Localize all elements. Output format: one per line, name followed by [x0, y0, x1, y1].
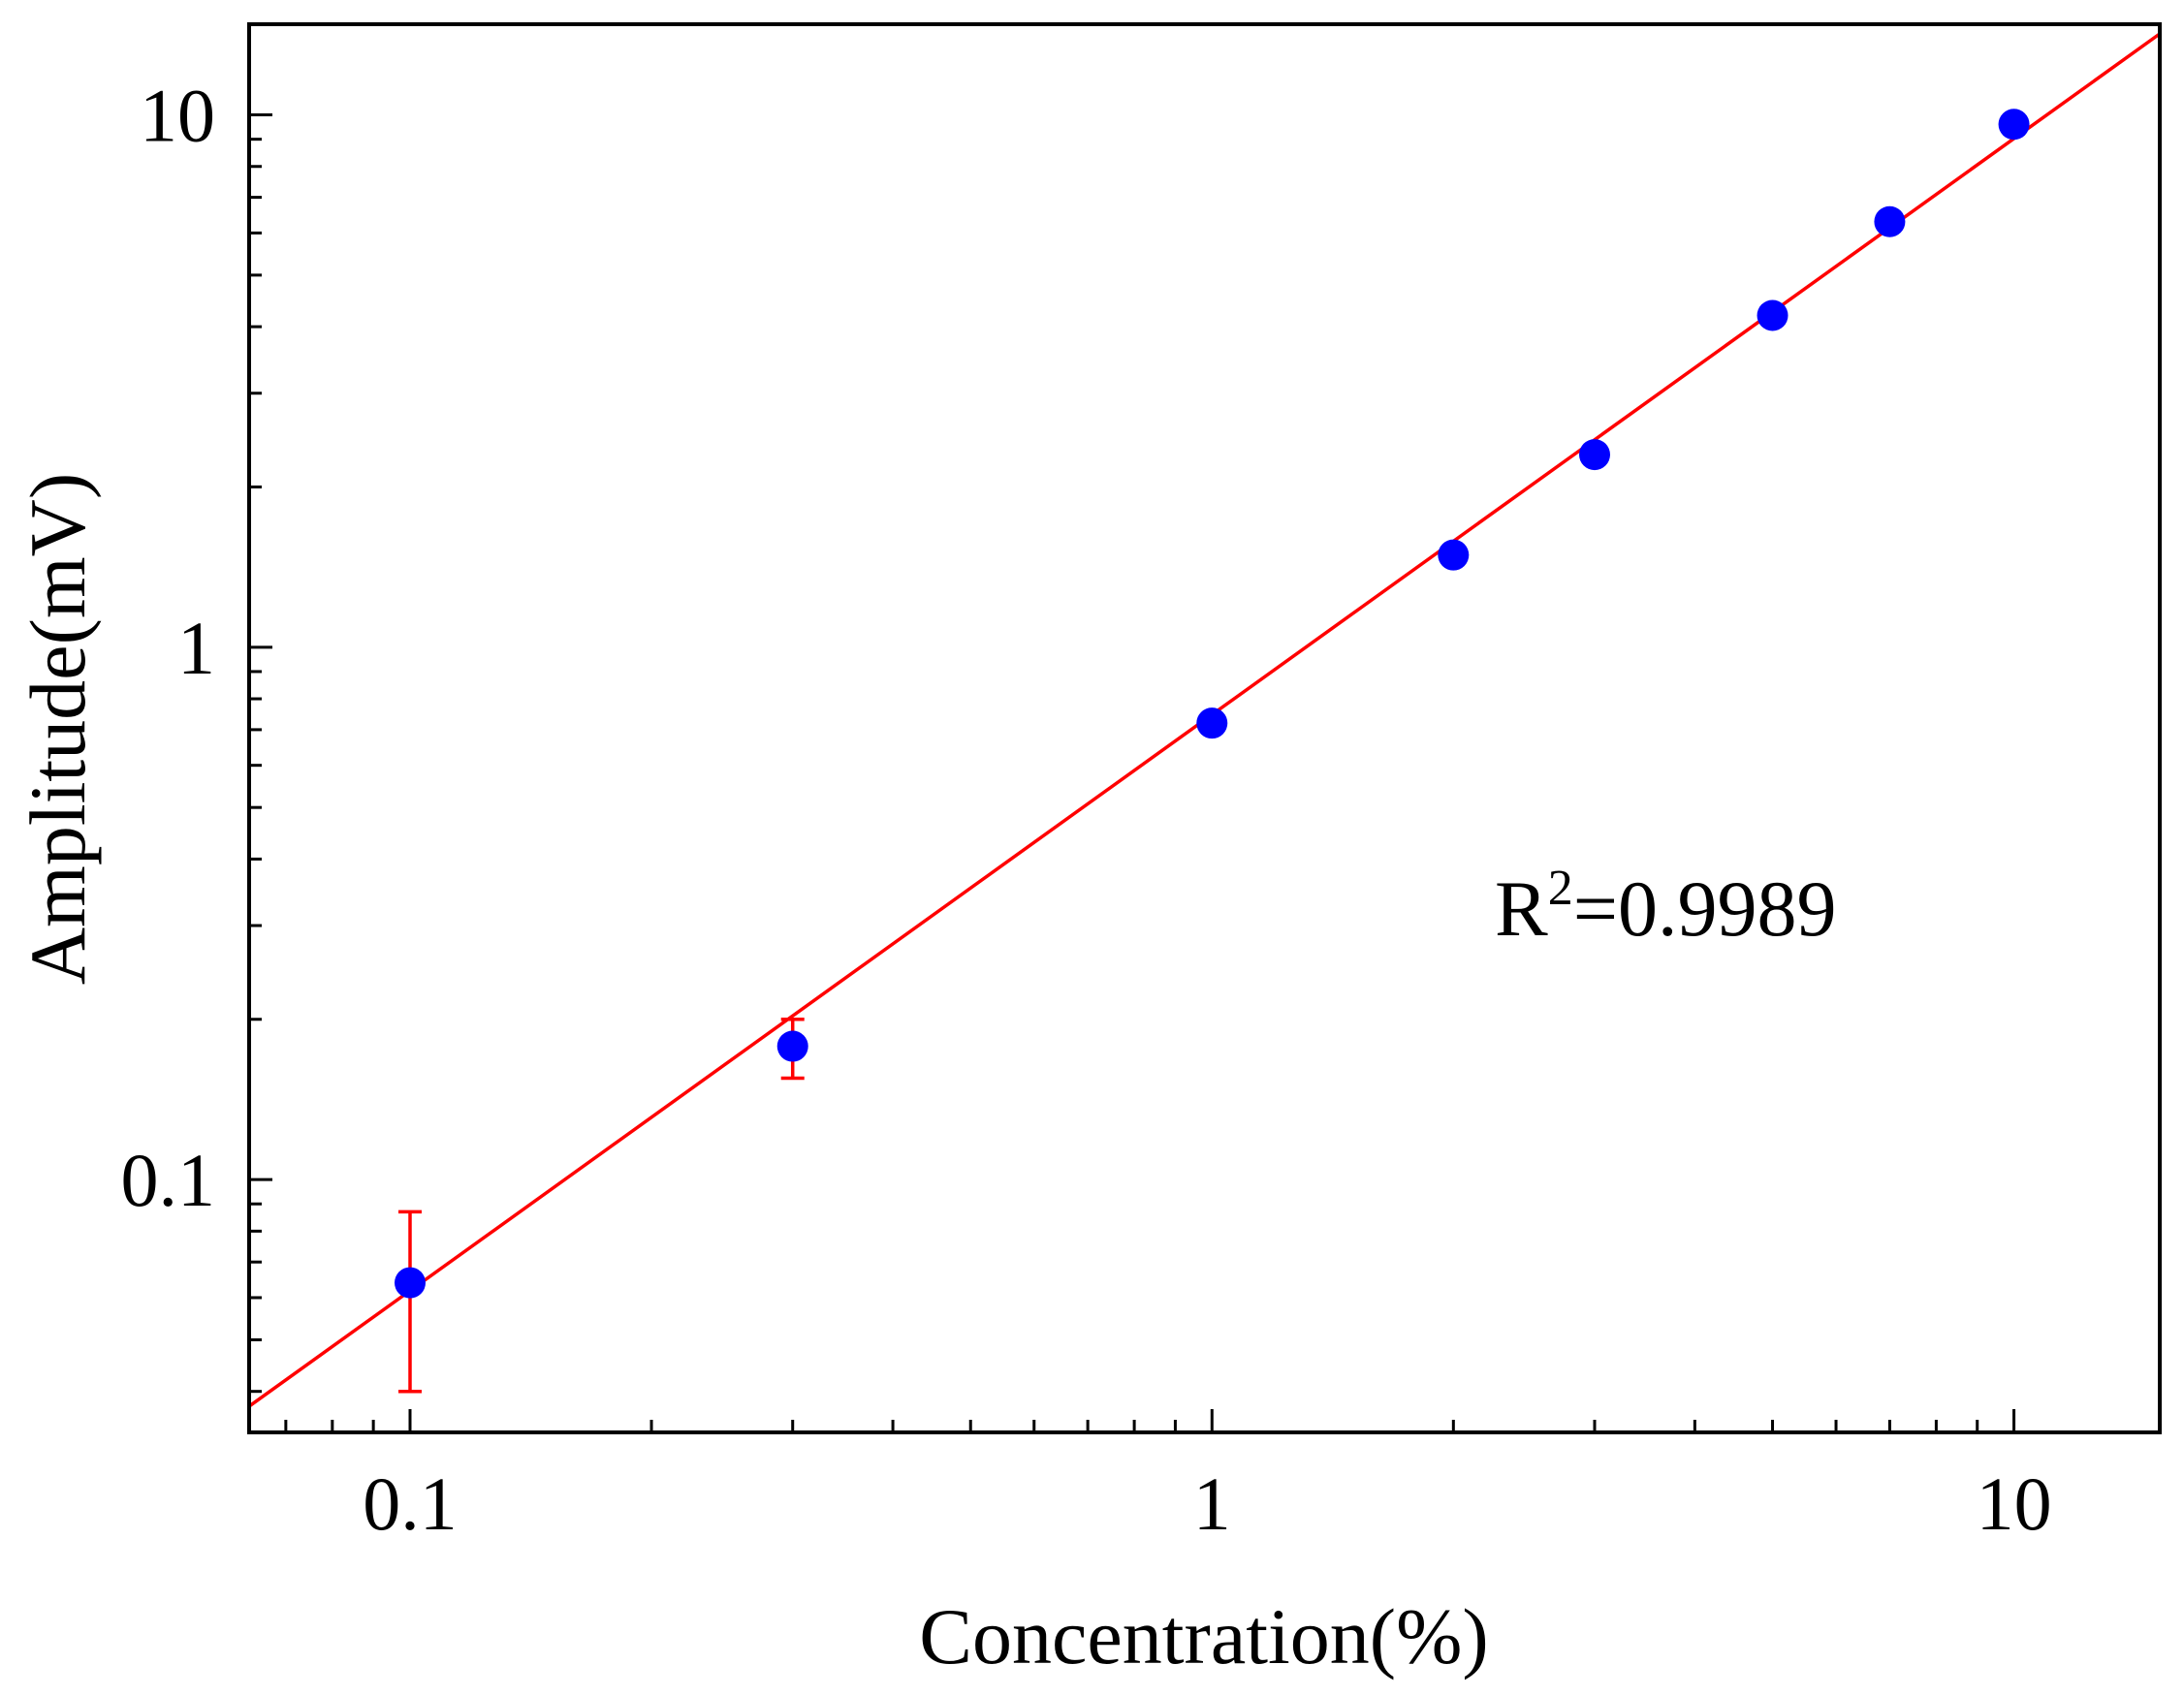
data-point	[1998, 109, 2030, 141]
y-tick-label: 1	[177, 606, 215, 690]
x-axis-title: Concentration(%)	[919, 1592, 1488, 1680]
data-point	[1757, 299, 1788, 331]
data-point	[1874, 205, 1906, 237]
r-squared-annotation: R2=0.9989	[1495, 861, 1836, 953]
y-tick-label: 0.1	[121, 1138, 216, 1222]
data-point	[395, 1267, 427, 1299]
y-tick-label: 10	[140, 74, 215, 158]
tick-labels-layer: 0.1 1 10 0.1 1 10	[121, 74, 2052, 1546]
r-squared-superscript: 2	[1548, 861, 1573, 916]
ticks-layer	[249, 113, 2016, 1432]
r-squared-label: R	[1495, 864, 1548, 953]
r-squared-value: =0.9989	[1573, 864, 1837, 953]
x-tick-label: 10	[1977, 1461, 2052, 1546]
x-tick-label: 0.1	[363, 1461, 458, 1546]
plot-frame	[247, 22, 2162, 1434]
data-point	[1438, 539, 1470, 571]
data-point	[776, 1030, 808, 1062]
y-axis-title: Amplitude(mV)	[14, 473, 102, 985]
data-point	[1578, 439, 1610, 471]
x-tick-label: 1	[1193, 1461, 1231, 1546]
data-points-layer	[395, 109, 2030, 1299]
data-point	[1196, 707, 1228, 739]
